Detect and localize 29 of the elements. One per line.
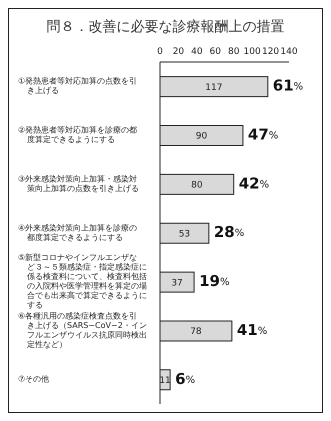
chart-title: 問８．改善に必要な診療報酬上の措置 xyxy=(46,18,286,36)
y-tick-label: ②発熱患者等対応加算を診療の都度算定できるようにする xyxy=(18,126,138,144)
y-tick-label: ⑥各種汎用の感染症検査点数を引き上げる（SARS−CoV−2・インフルエンザウイルス抗原同時検出定性など） xyxy=(18,312,147,350)
annotation: 42% xyxy=(238,174,270,192)
y-tick-label: ④外来感染対策向上加算を診療の都度算定できるようにする xyxy=(18,223,138,242)
x-tick-label: 140 xyxy=(280,47,298,57)
annotation: 47% xyxy=(248,126,278,144)
annotation: 41% xyxy=(236,321,268,340)
x-tick-label: 40 xyxy=(191,47,203,57)
x-tick-label: 0 xyxy=(157,47,164,57)
data-label: 90 xyxy=(196,132,208,142)
data-label: 37 xyxy=(171,278,183,288)
x-tick-label: 100 xyxy=(244,47,261,57)
annotation: 28% xyxy=(214,223,244,242)
y-tick-label: ⑤新型コロナやインフルエンザなど３～５類感染症・指定感染症に係る検査料について、検査料包括の入院料や医学管理料を算定の場合でも出来高で算定できるようにする xyxy=(18,253,147,310)
data-label: 53 xyxy=(178,229,190,240)
x-tick-label: 120 xyxy=(262,47,280,57)
y-tick-label: ③外来感染対策向上加算・感染対策向上加算の点数を引き上げる xyxy=(18,174,139,194)
y-tick-label: ⑦その他 xyxy=(18,374,50,384)
x-tick-label: 80 xyxy=(228,47,240,57)
annotation: 19% xyxy=(199,272,230,290)
data-label: 117 xyxy=(205,82,222,93)
y-tick-label: ①発熱患者等対応加算の点数を引き上げる xyxy=(18,76,138,96)
data-label: 78 xyxy=(190,327,202,338)
data-label: 80 xyxy=(191,180,203,191)
x-tick-label: 20 xyxy=(172,47,184,57)
x-tick-label: 60 xyxy=(210,47,222,57)
annotation: 6% xyxy=(175,370,196,388)
annotation: 61% xyxy=(272,76,304,95)
